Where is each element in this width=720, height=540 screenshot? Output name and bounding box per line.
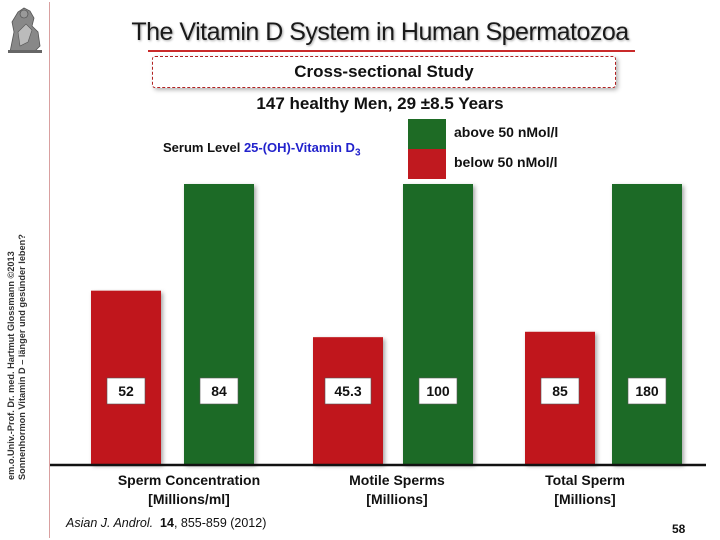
legend-vitamin-name: 25-(OH)-Vitamin D (243, 140, 355, 155)
legend-swatch-below (408, 149, 446, 179)
category-label-sperm-concentration: Sperm Concentration [Millions/ml] (89, 471, 289, 509)
title-underline (148, 50, 635, 52)
category-label-total-sperm: Total Sperm [Millions] (485, 471, 685, 509)
bar-sperm-concentration-above-50 (184, 184, 254, 464)
citation-rest: , 855-859 (2012) (173, 516, 267, 530)
logo (4, 2, 46, 62)
study-type-box: Cross-sectional Study (152, 56, 616, 88)
legend-swatch-above (408, 119, 446, 149)
data-label-box (540, 377, 580, 405)
category-label-motile-sperms: Motile Sperms [Millions] (297, 471, 497, 509)
citation-volume: 14 (160, 516, 174, 530)
data-label-sperm-concentration-above-50: 84 (211, 383, 227, 399)
data-label-box (324, 377, 372, 405)
legend-vitamin: 25-(OH)-Vitamin D3 (243, 140, 361, 159)
legend-title: Serum Level 25-(OH)-Vitamin D3 (163, 140, 361, 159)
category-label-line2: [Millions] (554, 491, 616, 507)
data-label-box (106, 377, 146, 405)
data-label-motile-sperms-below-50: 45.3 (334, 383, 361, 399)
slide-title: The Vitamin D System in Human Spermatozo… (131, 18, 629, 46)
category-label-line2: [Millions] (366, 491, 428, 507)
data-label-total-sperm-below-50: 85 (552, 383, 568, 399)
data-label-sperm-concentration-below-50: 52 (118, 383, 134, 399)
citation-journal: Asian J. Androl. (66, 516, 154, 530)
data-label-motile-sperms-above-50: 100 (426, 383, 450, 399)
side-divider (49, 2, 50, 538)
legend-label-above: above 50 nMol/l (454, 124, 559, 140)
category-label-line1: Sperm Concentration (117, 472, 261, 488)
data-label-box (627, 377, 667, 405)
data-label-total-sperm-above-50: 180 (635, 383, 659, 399)
legend-label-below: below 50 nMol/l (454, 154, 558, 170)
legend-prefix: Serum Level (163, 140, 244, 155)
category-label-line2: [Millions/ml] (148, 491, 230, 507)
bar-sperm-concentration-below-50 (91, 290, 161, 464)
category-label-line1: Motile Sperms (349, 472, 445, 488)
category-label-line1: Total Sperm (545, 472, 625, 488)
citation: Asian J. Androl. 14, 855-859 (2012) (66, 516, 266, 530)
page-number: 58 (672, 522, 686, 536)
bar-motile-sperms-above-50 (403, 184, 473, 464)
legend-vitamin-subscript: 3 (354, 147, 361, 159)
data-label-box (418, 377, 458, 405)
data-label-box (199, 377, 239, 405)
bar-total-sperm-above-50 (612, 184, 682, 464)
cohort-subtitle: 147 healthy Men, 29 ±8.5 Years (256, 94, 504, 113)
